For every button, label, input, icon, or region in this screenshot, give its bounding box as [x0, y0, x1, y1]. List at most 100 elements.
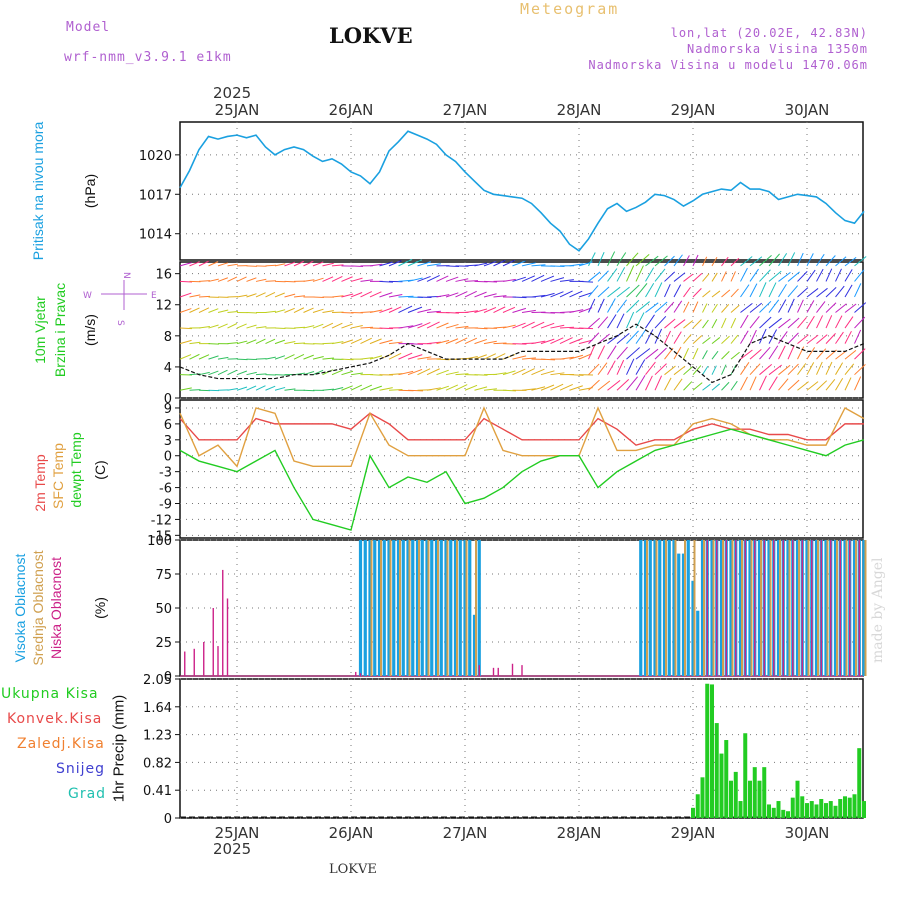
wind-arrow — [721, 303, 730, 313]
wind-arrow — [597, 333, 610, 344]
wind-arrow — [341, 276, 353, 282]
precip-bar — [800, 796, 805, 818]
wind-arrow — [426, 387, 441, 391]
wind-arrow — [835, 315, 843, 329]
wind-arrow — [683, 255, 690, 267]
wind-arrow — [179, 308, 192, 313]
wind-arrow — [607, 333, 621, 344]
cloud-bar — [858, 540, 860, 676]
x-day-label-bottom: 27JAN — [443, 824, 488, 842]
wind-arrow — [797, 381, 809, 391]
wind-arrow — [787, 317, 800, 329]
wind-arrow — [759, 363, 773, 376]
wind-arrow — [730, 288, 739, 298]
wind-arrow — [369, 263, 383, 267]
wind-arrow — [255, 358, 267, 360]
precip-bar — [762, 767, 767, 818]
wind-arrow — [388, 341, 403, 345]
wind-arrow — [702, 303, 708, 313]
wind-arrow — [569, 263, 584, 267]
wind-arrow — [797, 363, 807, 375]
wind-arrow — [787, 379, 800, 391]
wind-arrow — [740, 284, 750, 298]
wind-arrow — [854, 302, 867, 313]
wind-arrow — [645, 329, 654, 344]
wind-arrow — [179, 354, 192, 360]
y-tick-label: 25 — [155, 636, 172, 651]
wind-arrow — [711, 350, 719, 360]
wind-arrow — [179, 339, 192, 345]
wind-arrow — [502, 278, 516, 282]
wind-arrow — [559, 356, 574, 360]
wind-arrow — [265, 338, 276, 345]
y-tick-label: 0 — [164, 812, 172, 827]
wind-arrow — [645, 282, 655, 298]
wind-arrow — [844, 330, 852, 344]
wind-arrow — [778, 345, 786, 360]
wind-arrow — [626, 358, 635, 375]
wind-arrow — [322, 262, 334, 267]
wind-arrow — [293, 372, 305, 376]
wind-arrow — [227, 388, 238, 391]
wind-arrow — [569, 374, 584, 376]
cloud-bar — [401, 540, 405, 676]
wind-arrow — [493, 372, 507, 376]
wind-arrow — [569, 309, 584, 314]
wind-arrow — [312, 277, 324, 282]
precip-bar — [809, 801, 814, 818]
cloud-bar — [763, 540, 765, 676]
wind-arrow — [740, 314, 749, 329]
wind-arrow — [778, 364, 791, 376]
wind-arrow — [512, 343, 527, 345]
wind-arrow — [417, 356, 432, 360]
wind-arrow — [445, 371, 459, 376]
wind-arrow — [588, 363, 600, 376]
wind-arrow — [198, 325, 210, 329]
wind-arrow — [208, 370, 219, 376]
wind-arrow — [521, 262, 536, 267]
wind-arrow — [303, 307, 314, 313]
wind-arrow — [797, 252, 804, 267]
cloud-bar — [387, 540, 391, 676]
wind-arrow — [844, 350, 857, 360]
cloud-bar — [411, 540, 415, 676]
precip-bar — [776, 801, 781, 818]
wind-arrow — [673, 300, 683, 313]
wind-arrow — [274, 292, 285, 298]
wind-arrow — [569, 337, 583, 345]
wind-arrow — [835, 377, 844, 391]
wind-arrow — [227, 323, 238, 329]
wind-arrow — [208, 343, 220, 345]
wind-arrow — [702, 383, 711, 391]
wind-arrow — [407, 306, 423, 313]
wind-arrow — [445, 323, 459, 329]
wind-arrow — [626, 330, 639, 344]
wind-arrow — [493, 326, 507, 329]
wind-arrow — [768, 329, 778, 344]
wind-arrow — [635, 254, 650, 267]
cloud-bar — [355, 671, 357, 676]
cloud-bar — [434, 540, 439, 676]
wind-arrow — [550, 383, 564, 391]
x-day-label-top: 25JAN — [215, 101, 260, 119]
wind-arrow — [816, 253, 825, 267]
cloud-bar — [767, 540, 771, 676]
precip-bar — [724, 740, 729, 818]
wind-arrow — [331, 295, 344, 298]
wind-arrow — [426, 321, 440, 329]
wind-arrow — [721, 364, 727, 375]
wind-arrow — [360, 357, 373, 360]
wind-arrow — [711, 272, 718, 282]
wind-arrow — [521, 368, 535, 376]
wind-arrow — [825, 302, 837, 313]
wind-arrow — [588, 252, 596, 267]
cloud-bar — [849, 540, 851, 676]
wind-arrow — [179, 387, 192, 391]
x-day-label-top: 28JAN — [557, 101, 602, 119]
precip-bar — [824, 803, 828, 818]
cloud-bar — [358, 540, 363, 676]
wind-arrow — [227, 276, 238, 282]
wind-arrow — [502, 324, 516, 329]
cloud-bar — [788, 540, 791, 676]
cloud-bar — [646, 540, 648, 676]
